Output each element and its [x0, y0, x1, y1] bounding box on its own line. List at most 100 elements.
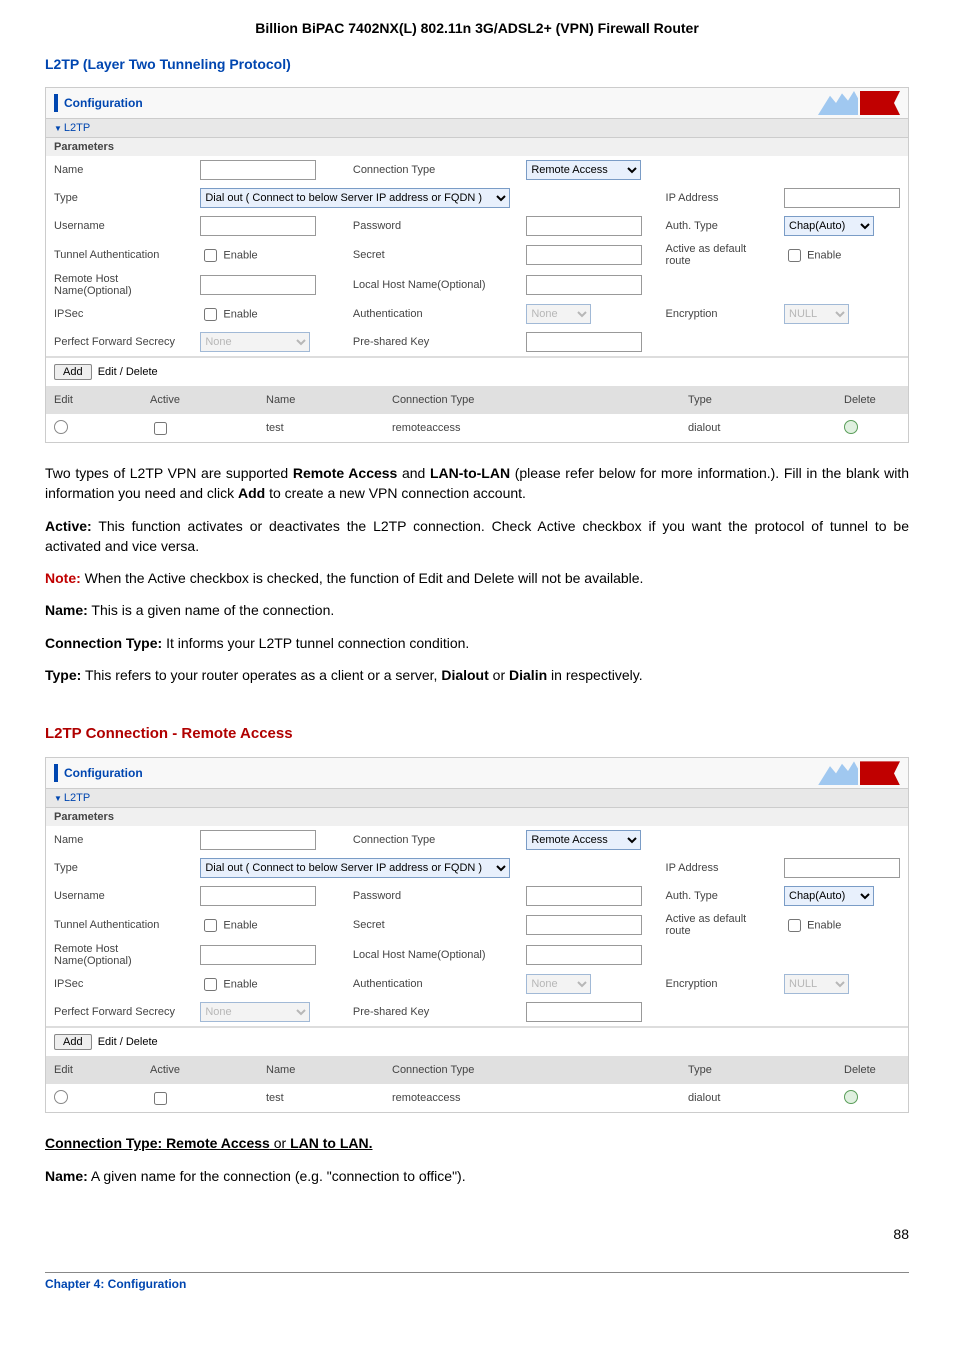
add-button-2[interactable]: Add: [54, 1034, 92, 1050]
list-hdr-edit-2: Edit: [46, 1056, 142, 1084]
psk-input[interactable]: [526, 332, 642, 352]
list-row-2: test remoteaccess dialout: [46, 1084, 908, 1112]
enable-label-3: Enable: [223, 308, 257, 320]
label-username: Username: [46, 212, 192, 240]
section-title-2: L2TP Connection - Remote Access: [45, 725, 909, 742]
password-input[interactable]: [526, 216, 642, 236]
name-input-2[interactable]: [200, 830, 316, 850]
para-2: Active: This function activates or deact…: [45, 516, 909, 557]
type-select[interactable]: Dial out ( Connect to below Server IP ad…: [200, 188, 510, 208]
remote-host-input[interactable]: [200, 275, 316, 295]
default-route-checkbox[interactable]: [788, 249, 801, 262]
parameters-header: Parameters: [46, 138, 908, 156]
add-button[interactable]: Add: [54, 364, 92, 380]
brand-logo: [818, 91, 900, 115]
label-ip-address: IP Address: [658, 184, 776, 212]
label-name: Name: [46, 156, 192, 184]
type-select-2[interactable]: Dial out ( Connect to below Server IP ad…: [200, 858, 510, 878]
para-6: Type: This refers to your router operate…: [45, 665, 909, 685]
ipsec-checkbox[interactable]: [204, 308, 217, 321]
list-table: Edit Active Name Connection Type Type De…: [46, 386, 908, 442]
list-hdr-delete-2: Delete: [836, 1056, 908, 1084]
row-name: test: [258, 414, 384, 442]
encryption-select-2: NULL: [784, 974, 849, 994]
auth-type-select-2[interactable]: Chap(Auto): [784, 886, 874, 906]
label-psk-2: Pre-shared Key: [345, 998, 518, 1026]
ip-address-input-2[interactable]: [784, 858, 900, 878]
username-input[interactable]: [200, 216, 316, 236]
para-7: Connection Type: Remote Access or LAN to…: [45, 1133, 909, 1153]
row-conn-type: remoteaccess: [384, 414, 680, 442]
local-host-input-2[interactable]: [526, 945, 642, 965]
enable-label-4: Enable: [223, 919, 257, 931]
sub-header-l2tp[interactable]: L2TP: [46, 119, 908, 138]
panel-title: Configuration: [64, 96, 143, 110]
label-remote-host: Remote Host Name(Optional): [46, 270, 192, 300]
page-number: 88: [45, 1226, 909, 1242]
delete-button[interactable]: [844, 420, 858, 434]
local-host-input[interactable]: [526, 275, 642, 295]
username-input-2[interactable]: [200, 886, 316, 906]
ip-address-input[interactable]: [784, 188, 900, 208]
password-input-2[interactable]: [526, 886, 642, 906]
encryption-select: NULL: [784, 304, 849, 324]
edit-radio[interactable]: [54, 420, 68, 434]
tunnel-auth-checkbox-2[interactable]: [204, 919, 217, 932]
remote-host-input-2[interactable]: [200, 945, 316, 965]
label-name-2: Name: [46, 826, 192, 854]
label-tunnel-auth: Tunnel Authentication: [46, 240, 192, 270]
list-table-2: Edit Active Name Connection Type Type De…: [46, 1056, 908, 1112]
ipsec-checkbox-2[interactable]: [204, 978, 217, 991]
label-authentication-2: Authentication: [345, 970, 518, 998]
edit-delete-label: Edit / Delete: [98, 366, 158, 378]
form-table-2: Name Connection Type Remote Access Type …: [46, 826, 908, 1026]
conn-type-select-2[interactable]: Remote Access: [526, 830, 641, 850]
sub-header-l2tp-2[interactable]: L2TP: [46, 789, 908, 808]
list-hdr-type: Type: [680, 386, 836, 414]
label-remote-host-2: Remote Host Name(Optional): [46, 940, 192, 970]
active-checkbox-2[interactable]: [154, 1092, 167, 1105]
row-name-2: test: [258, 1084, 384, 1112]
label-secret: Secret: [345, 240, 518, 270]
psk-input-2[interactable]: [526, 1002, 642, 1022]
secret-input[interactable]: [526, 245, 642, 265]
list-hdr-name: Name: [258, 386, 384, 414]
label-type-2: Type: [46, 854, 192, 882]
button-row: Add Edit / Delete: [46, 357, 908, 386]
auth-type-select[interactable]: Chap(Auto): [784, 216, 874, 236]
edit-radio-2[interactable]: [54, 1090, 68, 1104]
panel-marker: [54, 94, 58, 112]
pfs-select-2: None: [200, 1002, 310, 1022]
label-local-host: Local Host Name(Optional): [345, 270, 518, 300]
label-conn-type-2: Connection Type: [345, 826, 518, 854]
parameters-header-2: Parameters: [46, 808, 908, 826]
list-hdr-edit: Edit: [46, 386, 142, 414]
footer-chapter: Chapter 4: Configuration: [45, 1277, 186, 1291]
label-pfs-2: Perfect Forward Secrecy: [46, 998, 192, 1026]
enable-label: Enable: [223, 249, 257, 261]
secret-input-2[interactable]: [526, 915, 642, 935]
form-table: Name Connection Type Remote Access Type …: [46, 156, 908, 356]
label-default-route-2: Active as default route: [658, 910, 776, 940]
default-route-checkbox-2[interactable]: [788, 919, 801, 932]
para-3: Note: When the Active checkbox is checke…: [45, 568, 909, 588]
document-header: Billion BiPAC 7402NX(L) 802.11n 3G/ADSL2…: [45, 20, 909, 36]
ipsec-auth-select: None: [526, 304, 591, 324]
tunnel-auth-checkbox[interactable]: [204, 249, 217, 262]
label-local-host-2: Local Host Name(Optional): [345, 940, 518, 970]
name-input[interactable]: [200, 160, 316, 180]
row-type-2: dialout: [680, 1084, 836, 1112]
list-hdr-active: Active: [142, 386, 258, 414]
list-hdr-active-2: Active: [142, 1056, 258, 1084]
delete-button-2[interactable]: [844, 1090, 858, 1104]
active-checkbox[interactable]: [154, 422, 167, 435]
panel-marker-2: [54, 764, 58, 782]
para-4: Name: This is a given name of the connec…: [45, 600, 909, 620]
config-panel-2: Configuration L2TP Parameters Name Conne…: [45, 757, 909, 1113]
section-title-1: L2TP (Layer Two Tunneling Protocol): [45, 56, 909, 72]
label-type: Type: [46, 184, 192, 212]
conn-type-select[interactable]: Remote Access: [526, 160, 641, 180]
label-default-route: Active as default route: [658, 240, 776, 270]
list-hdr-delete: Delete: [836, 386, 908, 414]
edit-delete-label-2: Edit / Delete: [98, 1036, 158, 1048]
